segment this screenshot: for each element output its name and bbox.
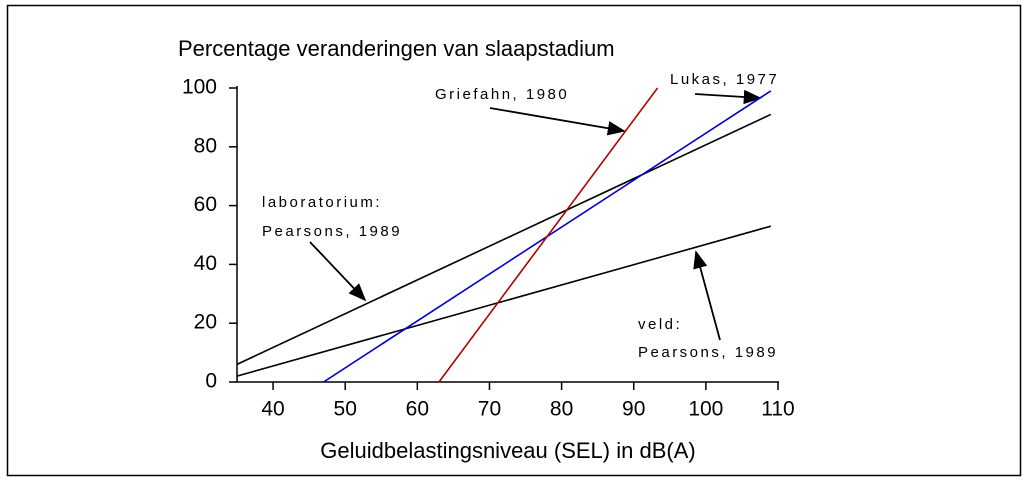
x-tick-label: 60: [406, 398, 429, 421]
y-tick-label: 40: [194, 252, 217, 275]
x-tick-label: 90: [622, 398, 645, 421]
annotation: laboratorium:: [262, 194, 382, 211]
y-tick-label: 20: [194, 311, 217, 334]
arrows: [309, 89, 762, 341]
arrow: [694, 89, 762, 105]
annotation: Griefahn, 1980: [435, 86, 569, 103]
x-tick-label: 40: [261, 398, 284, 421]
x-tick-label: 70: [478, 398, 501, 421]
series-line: [236, 113, 772, 366]
y-tick-label: 100: [182, 76, 217, 99]
arrow: [489, 107, 626, 136]
y-tick-label: 60: [194, 193, 217, 216]
annotation: Pearsons, 1989: [262, 223, 402, 240]
annotation: Pearsons, 1989: [638, 344, 778, 361]
chart-title: Percentage veranderingen van slaapstadiu…: [178, 36, 615, 61]
x-tick-label: 50: [334, 398, 357, 421]
annotation: Lukas, 1977: [670, 71, 779, 88]
series-line: [236, 225, 772, 377]
series-line: [438, 87, 659, 383]
arrow: [309, 241, 367, 302]
arrow: [693, 250, 721, 341]
y-tick-label: 80: [194, 134, 217, 157]
frame: [6, 4, 1022, 477]
x-tick-label: 100: [688, 398, 723, 421]
y-tick-label: 0: [205, 370, 217, 393]
annotation: veld:: [638, 316, 682, 333]
x-tick-label: 80: [550, 398, 573, 421]
x-tick-label: 110: [761, 398, 794, 421]
x-axis-label: Geluidbelastingsniveau (SEL) in dB(A): [320, 438, 695, 463]
